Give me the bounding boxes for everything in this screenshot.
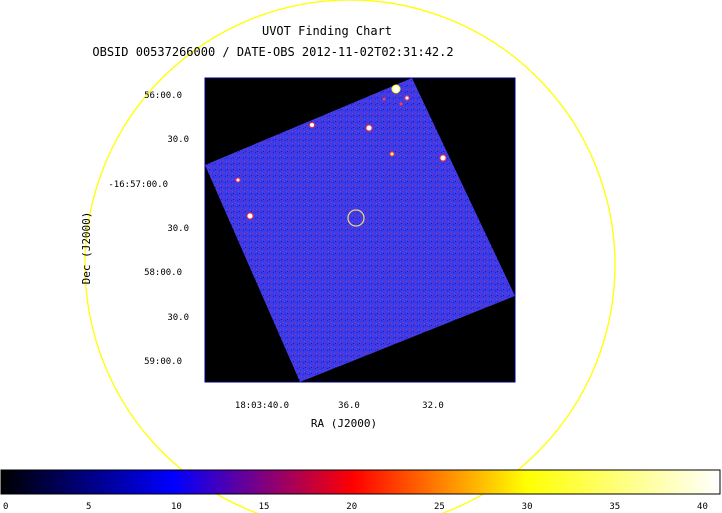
source-8 <box>246 212 254 220</box>
source-1 <box>391 84 401 94</box>
exposure-footprint <box>205 78 515 382</box>
colorbar-tick-label: 25 <box>434 502 445 512</box>
x-axis-label: RA (J2000) <box>311 417 377 430</box>
colorbar-tick-label: 40 <box>697 502 708 512</box>
source-6 <box>389 151 395 157</box>
target-marker <box>347 209 365 227</box>
colorbar-tick-label: 15 <box>259 502 270 512</box>
chart-title: UVOT Finding Chart <box>262 24 392 38</box>
source-5 <box>439 154 447 162</box>
colorbar-tick-label: 10 <box>171 502 182 512</box>
x-tick-label: 32.0 <box>422 401 444 411</box>
source-3 <box>309 122 315 128</box>
colorbar-tick-label: 35 <box>609 502 620 512</box>
field-of-view-circle <box>84 0 616 513</box>
x-tick-label: 18:03:40.0 <box>235 401 289 411</box>
y-tick-label: -16:57:00.0 <box>108 180 168 190</box>
colorbar-tick-label: 5 <box>86 502 91 512</box>
x-tick-labels: 18:03:40.0 36.0 32.0 <box>235 401 444 411</box>
source-4 <box>365 124 373 132</box>
colorbar-tick-label: 20 <box>346 502 357 512</box>
y-axis-label: Dec (J2000) <box>80 212 93 285</box>
colorbar-tick-label: 0 <box>3 502 8 512</box>
source-9 <box>382 97 386 101</box>
y-tick-labels: 56:00.0 30.0 -16:57:00.0 30.0 58:00.0 30… <box>108 91 189 367</box>
sources <box>235 84 447 220</box>
y-tick-label: 59:00.0 <box>144 357 182 367</box>
y-tick-label: 58:00.0 <box>144 268 182 278</box>
colorbar-tick-label: 30 <box>522 502 533 512</box>
source-2 <box>404 95 410 101</box>
y-tick-label: 30.0 <box>167 224 189 234</box>
x-tick-label: 36.0 <box>338 401 360 411</box>
y-tick-label: 30.0 <box>167 135 189 145</box>
y-tick-label: 30.0 <box>167 313 189 323</box>
y-tick-label: 56:00.0 <box>144 91 182 101</box>
source-7 <box>235 177 241 183</box>
chart-subtitle: OBSID 00537266000 / DATE-OBS 2012-11-02T… <box>92 45 453 59</box>
source-10 <box>399 102 403 106</box>
colorbar <box>0 469 721 495</box>
colorbar-ticks: 0 5 10 15 20 25 30 35 40 <box>3 502 708 512</box>
